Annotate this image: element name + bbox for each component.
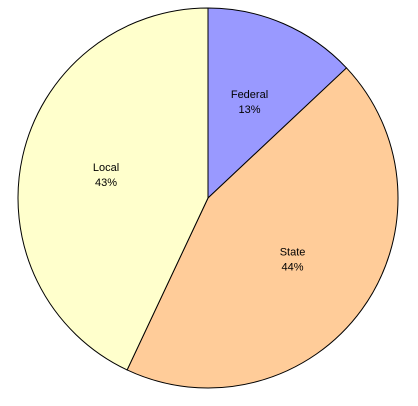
slice-value-label: 13% [238, 104, 260, 116]
slice-value-label: 44% [282, 261, 304, 273]
slice-label: Local [93, 162, 119, 174]
pie-slice [126, 67, 399, 389]
slice-label: State [280, 246, 306, 258]
slice-label: Federal [231, 89, 268, 101]
pie-slice [207, 7, 348, 200]
pie-slice [17, 7, 209, 371]
slice-value-label: 43% [95, 177, 117, 189]
